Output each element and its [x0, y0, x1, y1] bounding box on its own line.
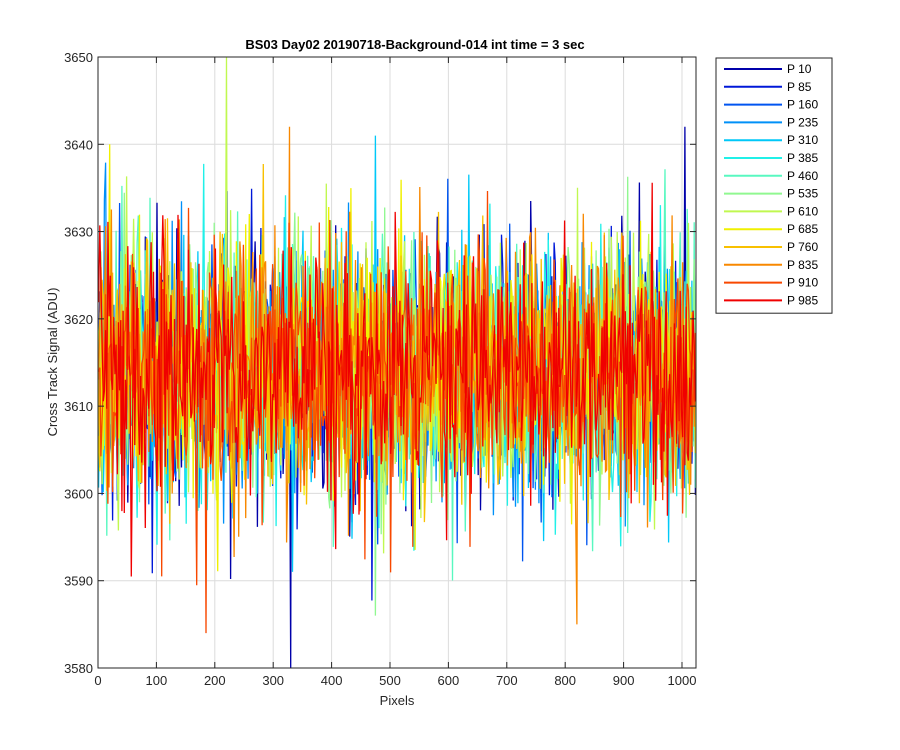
- legend-entry-label: P 610: [787, 204, 818, 218]
- y-tick-label: 3640: [64, 137, 93, 152]
- legend[interactable]: P 10 P 85 P 160 P 235 P 310 P 385 P 460 P 535 P …: [715, 57, 833, 314]
- legend-entry-label: P 85: [787, 80, 812, 94]
- y-tick-label: 3630: [64, 225, 93, 240]
- x-tick-label: 800: [554, 673, 576, 688]
- series-lines: [97, 56, 697, 669]
- chart-title: BS03 Day02 20190718-Background-014 int t…: [245, 37, 584, 52]
- x-tick-label: 200: [204, 673, 226, 688]
- x-tick-label: 700: [496, 673, 518, 688]
- x-tick-label: 300: [262, 673, 284, 688]
- y-tick-label: 3590: [64, 574, 93, 589]
- legend-entry-label: P 760: [787, 240, 818, 254]
- x-tick-label: 0: [94, 673, 101, 688]
- y-tick-label: 3580: [64, 661, 93, 676]
- legend-entry-label: P 835: [787, 258, 818, 272]
- legend-entry-label: P 460: [787, 169, 818, 183]
- x-tick-label: 1000: [668, 673, 697, 688]
- axis-ticks: 0 100 200 300 400 500 600 700 800 900 1000 3580 3590…: [64, 50, 696, 688]
- legend-entry-label: P 10: [787, 62, 812, 76]
- x-tick-label: 600: [438, 673, 460, 688]
- x-tick-label: 900: [613, 673, 635, 688]
- legend-entry-label: P 910: [787, 276, 818, 290]
- series-line-p985: [97, 182, 697, 577]
- axes-box: [97, 56, 697, 669]
- y-tick-label: 3650: [64, 50, 93, 65]
- x-tick-label: 500: [379, 673, 401, 688]
- x-tick-label: 100: [146, 673, 168, 688]
- x-axis-label: Pixels: [380, 693, 415, 708]
- legend-entry-label: P 235: [787, 115, 818, 129]
- legend-entry-label: P 985: [787, 293, 818, 307]
- legend-entry-label: P 310: [787, 133, 818, 147]
- legend-entry-label: P 385: [787, 151, 818, 165]
- legend-box: [715, 57, 833, 314]
- legend-entry-label: P 685: [787, 222, 818, 236]
- y-axis-label: Cross Track Signal (ADU): [45, 288, 60, 437]
- y-tick-label: 3600: [64, 486, 93, 501]
- y-tick-label: 3620: [64, 312, 93, 327]
- legend-entry-label: P 160: [787, 98, 818, 112]
- x-tick-label: 400: [321, 673, 343, 688]
- legend-entry-label: P 535: [787, 187, 818, 201]
- y-tick-label: 3610: [64, 399, 93, 414]
